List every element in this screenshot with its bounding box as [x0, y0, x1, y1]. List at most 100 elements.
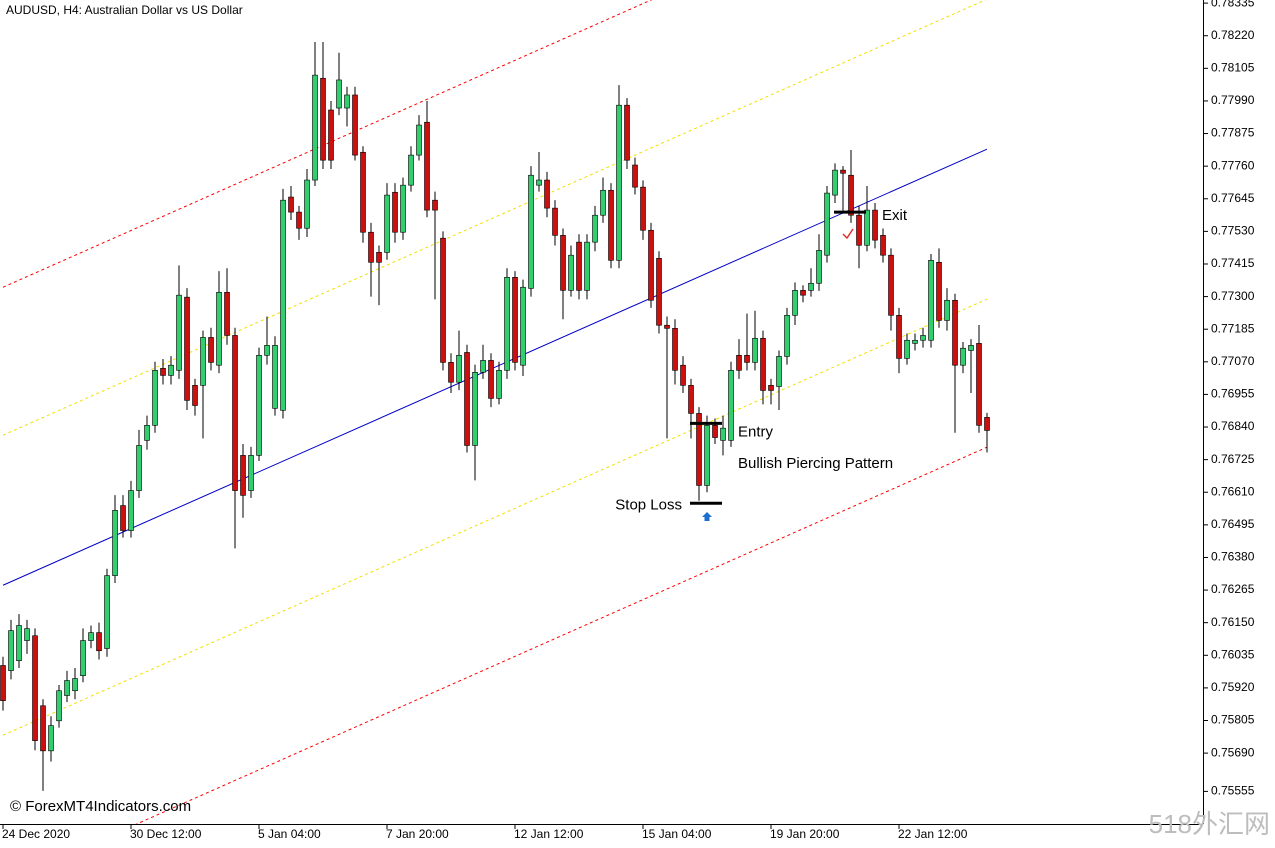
candle-body [968, 345, 974, 351]
candle-body [480, 360, 486, 373]
y-tick-label: 0.76955 [1211, 387, 1255, 401]
candle-body [912, 339, 918, 344]
buy-arrow [702, 512, 712, 521]
y-tick-label: 0.76035 [1211, 647, 1255, 661]
candle-body [96, 632, 102, 652]
candle-body [384, 194, 390, 253]
candle-body [840, 169, 846, 174]
candle-body [352, 94, 358, 156]
candle-body [344, 94, 350, 109]
y-tick-label: 0.75690 [1211, 745, 1255, 759]
candle-body [400, 184, 406, 233]
candle-body [696, 413, 702, 486]
candle-body [856, 214, 862, 246]
candle-body [768, 385, 774, 391]
candle-body [464, 352, 470, 446]
candle-body [520, 286, 526, 366]
candle-body [424, 121, 430, 211]
channel-line [2, 0, 987, 436]
candle-body [504, 277, 510, 371]
y-tick-label: 0.76610 [1211, 484, 1255, 498]
candle-body [528, 174, 534, 289]
x-tick-label: 15 Jan 04:00 [642, 827, 712, 841]
candle-body [872, 209, 878, 241]
candle-body [488, 360, 494, 399]
candle-body [128, 490, 134, 531]
candle-body [408, 154, 414, 186]
x-tick-label: 12 Jan 12:00 [514, 827, 584, 841]
y-tick-label: 0.76495 [1211, 517, 1255, 531]
candle-body [160, 368, 166, 376]
candle-body [888, 254, 894, 316]
x-tick-label: 5 Jan 04:00 [258, 827, 321, 841]
candle-body [184, 296, 190, 401]
x-tick-label: 19 Jan 20:00 [770, 827, 840, 841]
y-tick-label: 0.78220 [1211, 28, 1255, 42]
x-tick-label: 24 Dec 2020 [2, 827, 70, 841]
y-tick-label: 0.77415 [1211, 256, 1255, 270]
candle-body [312, 74, 318, 181]
y-tick-label: 0.77185 [1211, 321, 1255, 335]
channel-line [2, 148, 988, 586]
exit-check [842, 228, 854, 240]
candle-body [24, 628, 30, 641]
candle-body [0, 665, 6, 701]
candle-body [208, 337, 214, 363]
candle-body [392, 191, 398, 233]
x-tick-label: 7 Jan 20:00 [386, 827, 449, 841]
y-tick-label: 0.77300 [1211, 289, 1255, 303]
candle-body [752, 337, 758, 363]
candle-body [264, 345, 270, 356]
channel-line [2, 298, 988, 736]
candle-body [152, 370, 158, 426]
candle-body [568, 254, 574, 291]
candle-body [224, 292, 230, 336]
candle-body [16, 625, 22, 661]
y-tick-label: 0.75920 [1211, 680, 1255, 694]
candle-body [848, 174, 854, 216]
candle-body [880, 235, 886, 256]
candle-body [960, 347, 966, 366]
y-tick-label: 0.75805 [1211, 713, 1255, 727]
candle-body [896, 315, 902, 359]
annotation-label: Stop Loss [615, 496, 682, 513]
candle-body [328, 109, 334, 161]
channel-line [135, 446, 988, 824]
candle-body [592, 214, 598, 243]
candle-body [552, 207, 558, 236]
y-tick-label: 0.77875 [1211, 126, 1255, 140]
candle-body [240, 455, 246, 496]
candle-body [320, 77, 326, 161]
y-tick-label: 0.76265 [1211, 582, 1255, 596]
candle-body [40, 705, 46, 752]
y-tick-label: 0.77530 [1211, 224, 1255, 238]
candle-body [176, 294, 182, 371]
candle-body [448, 362, 454, 383]
watermark: © ForexMT4Indicators.com [10, 798, 191, 815]
y-tick-label: 0.76840 [1211, 419, 1255, 433]
candle-body [600, 189, 606, 216]
candle-body [288, 196, 294, 213]
candle-body [760, 337, 766, 391]
y-tick-label: 0.77760 [1211, 158, 1255, 172]
candle-body [800, 290, 806, 296]
x-tick-label: 30 Dec 12:00 [130, 827, 202, 841]
candle-body [272, 345, 278, 409]
candle-body [920, 335, 926, 341]
candle-body [808, 282, 814, 291]
candle-body [200, 337, 206, 386]
y-tick-label: 0.77990 [1211, 93, 1255, 107]
candle-body [512, 277, 518, 363]
candle-body [952, 299, 958, 366]
candle-body [984, 417, 990, 431]
candle-body [536, 179, 542, 186]
candle-body [776, 356, 782, 387]
candle-body [656, 258, 662, 326]
candle-body [944, 299, 950, 321]
candle-body [608, 189, 614, 261]
candle-body [680, 364, 686, 386]
candle-body [816, 250, 822, 284]
candle-body [144, 425, 150, 441]
candle-body [120, 505, 126, 531]
candle-body [472, 372, 478, 446]
